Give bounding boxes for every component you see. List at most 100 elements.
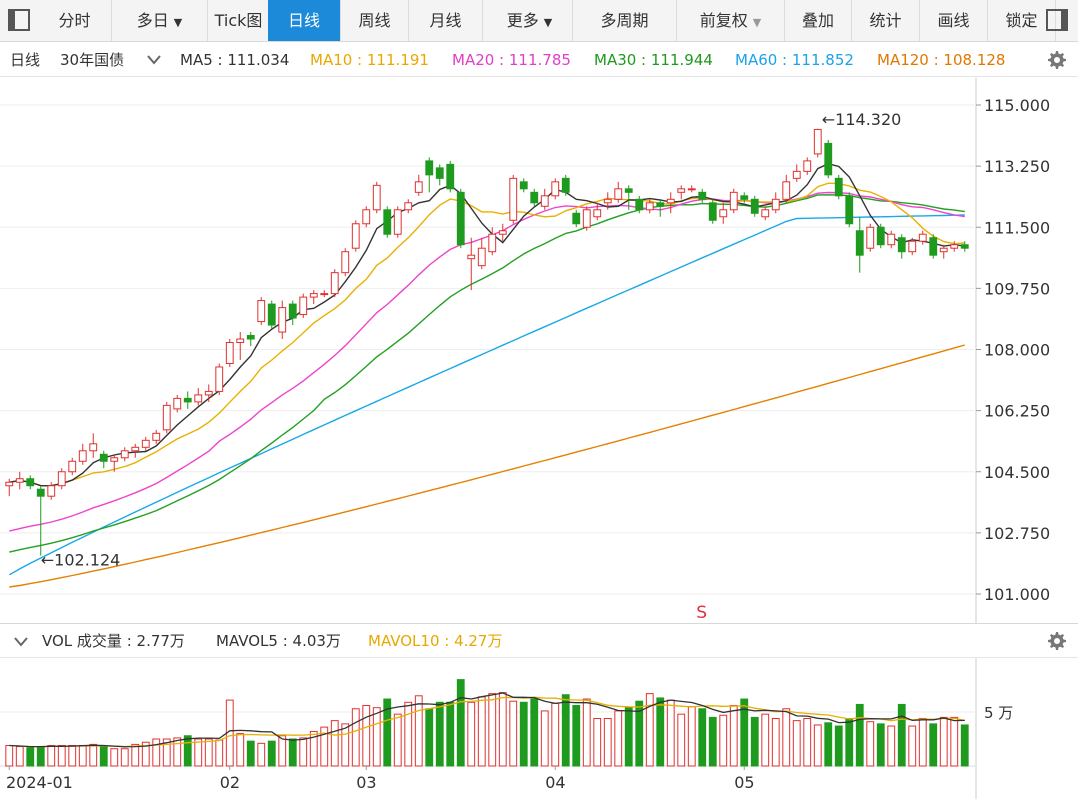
- volume-bar[interactable]: [110, 748, 119, 767]
- candle[interactable]: [173, 394, 182, 413]
- volume-bar[interactable]: [939, 716, 948, 767]
- candle[interactable]: [876, 223, 885, 249]
- volume-bar[interactable]: [99, 746, 108, 767]
- tab-6[interactable]: 月线: [409, 0, 483, 41]
- candle[interactable]: [540, 188, 549, 210]
- volume-bar[interactable]: [603, 717, 612, 767]
- candle[interactable]: [246, 332, 255, 347]
- tab-2[interactable]: 多日 ▼: [112, 0, 208, 41]
- volume-bar[interactable]: [320, 726, 329, 767]
- candle[interactable]: [551, 178, 560, 200]
- candle[interactable]: [908, 237, 917, 256]
- candle[interactable]: [435, 164, 444, 186]
- volume-bar[interactable]: [929, 723, 938, 767]
- volume-bar[interactable]: [761, 713, 770, 767]
- candle[interactable]: [120, 447, 129, 462]
- volume-bar[interactable]: [267, 740, 276, 767]
- candle[interactable]: [834, 174, 843, 200]
- volume-bar[interactable]: [120, 748, 129, 767]
- candle[interactable]: [792, 164, 801, 182]
- volume-bar[interactable]: [15, 746, 24, 767]
- tab-13[interactable]: 锁定: [988, 0, 1056, 41]
- volume-bar[interactable]: [309, 730, 318, 767]
- tab-8[interactable]: 多周期: [573, 0, 677, 41]
- volume-bar[interactable]: [446, 701, 455, 767]
- volume-chart[interactable]: 5 万 2024-01 02 03 04 05: [0, 658, 1078, 799]
- volume-bar[interactable]: [372, 707, 381, 767]
- candle[interactable]: [26, 475, 35, 490]
- sell-signal-marker[interactable]: S: [696, 603, 707, 623]
- volume-bar[interactable]: [782, 708, 791, 767]
- candle[interactable]: [141, 436, 150, 451]
- volume-bar[interactable]: [876, 723, 885, 767]
- candle[interactable]: [813, 128, 822, 158]
- volume-bar[interactable]: [330, 720, 339, 767]
- candle[interactable]: [236, 332, 245, 360]
- candle[interactable]: [488, 227, 497, 256]
- candle[interactable]: [845, 192, 854, 228]
- candle[interactable]: [278, 300, 287, 340]
- volume-bar[interactable]: [152, 738, 161, 767]
- volume-bar[interactable]: [698, 708, 707, 767]
- candle[interactable]: [645, 199, 654, 214]
- volume-bar[interactable]: [519, 701, 528, 767]
- volume-bar[interactable]: [687, 706, 696, 767]
- candle[interactable]: [561, 174, 570, 196]
- candle[interactable]: [572, 209, 581, 228]
- volume-bar[interactable]: [173, 737, 182, 767]
- volume-bar[interactable]: [645, 693, 654, 767]
- candle[interactable]: [299, 293, 308, 319]
- candle[interactable]: [15, 471, 24, 490]
- volume-bar[interactable]: [204, 738, 213, 767]
- volume-bar[interactable]: [624, 707, 633, 767]
- candle[interactable]: [635, 195, 644, 214]
- volume-bar[interactable]: [236, 733, 245, 767]
- candle[interactable]: [194, 387, 203, 406]
- volume-bar[interactable]: [824, 722, 833, 767]
- volume-bar[interactable]: [215, 739, 224, 767]
- candle[interactable]: [666, 192, 675, 214]
- candle[interactable]: [509, 174, 518, 224]
- candle[interactable]: [267, 300, 276, 329]
- candle[interactable]: [593, 202, 602, 221]
- candle[interactable]: [89, 433, 98, 458]
- chevron-down-icon[interactable]: [147, 54, 161, 66]
- candle[interactable]: [582, 206, 591, 231]
- volume-bar[interactable]: [278, 735, 287, 767]
- volume-bar[interactable]: [750, 716, 759, 767]
- volume-bar[interactable]: [131, 743, 140, 767]
- volume-bar[interactable]: [78, 744, 87, 767]
- volume-bar[interactable]: [887, 725, 896, 767]
- candle[interactable]: [5, 478, 14, 497]
- candle[interactable]: [603, 192, 612, 210]
- candle[interactable]: [929, 234, 938, 259]
- volume-bar[interactable]: [341, 723, 350, 767]
- volume-bar[interactable]: [677, 713, 686, 767]
- candle[interactable]: [519, 178, 528, 193]
- volume-bar[interactable]: [351, 708, 360, 767]
- settings-gear-icon[interactable]: [1047, 50, 1067, 70]
- candle[interactable]: [677, 185, 686, 200]
- candle[interactable]: [824, 139, 833, 179]
- volume-bar[interactable]: [855, 703, 864, 767]
- candle[interactable]: [614, 181, 623, 203]
- candle[interactable]: [782, 174, 791, 203]
- tab-12[interactable]: 画线: [920, 0, 988, 41]
- candle[interactable]: [477, 237, 486, 270]
- candle[interactable]: [57, 468, 66, 490]
- volume-bar[interactable]: [246, 740, 255, 767]
- candle[interactable]: [257, 297, 266, 326]
- volume-bar[interactable]: [68, 744, 77, 767]
- candle[interactable]: [918, 230, 927, 245]
- volume-bar[interactable]: [162, 738, 171, 767]
- candle[interactable]: [341, 248, 350, 277]
- candle[interactable]: [740, 192, 749, 203]
- tab-9[interactable]: 前复权 ▼: [677, 0, 785, 41]
- candle[interactable]: [414, 174, 423, 196]
- candle[interactable]: [866, 223, 875, 252]
- volume-bar[interactable]: [845, 717, 854, 767]
- candle[interactable]: [855, 216, 864, 273]
- volume-bar[interactable]: [488, 693, 497, 767]
- candle[interactable]: [446, 160, 455, 193]
- candle[interactable]: [498, 223, 507, 242]
